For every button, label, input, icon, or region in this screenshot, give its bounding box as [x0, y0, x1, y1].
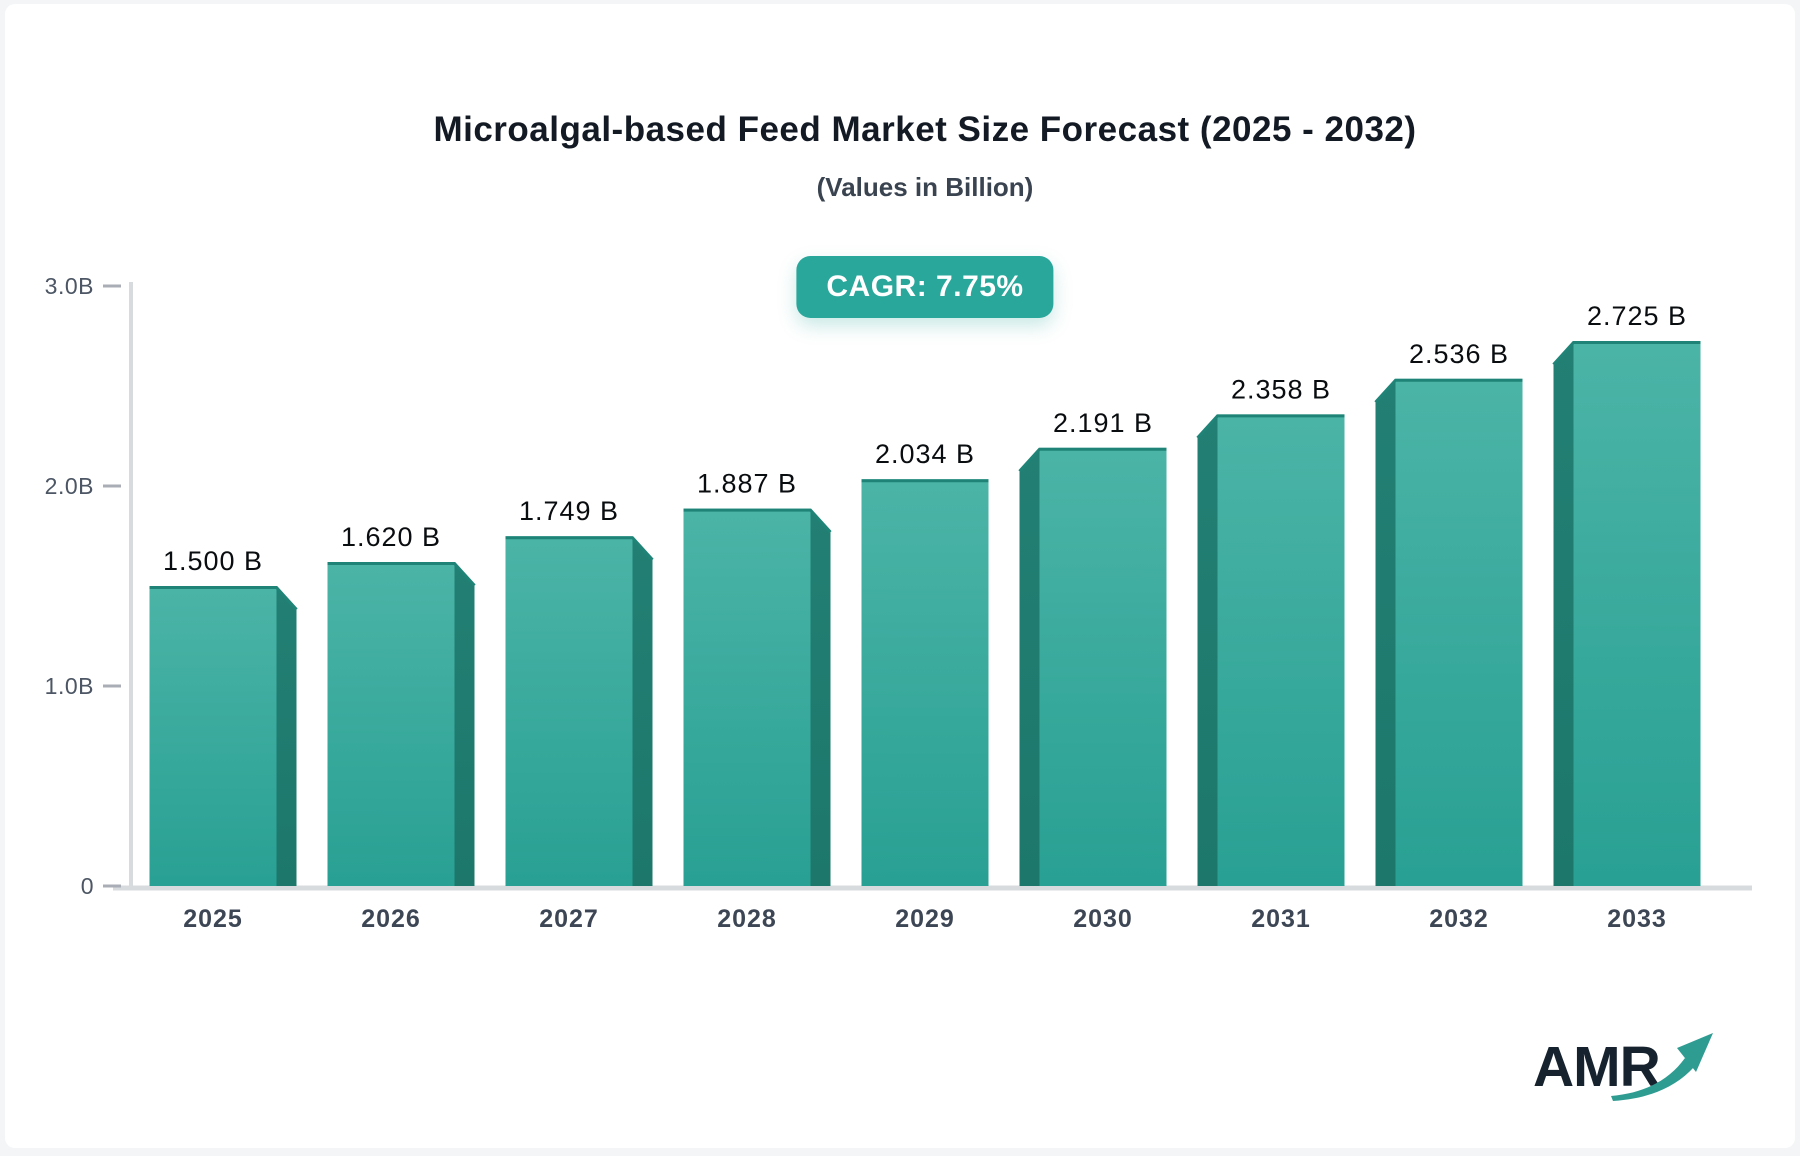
x-tick-label: 2026 — [361, 905, 421, 933]
x-tick-label: 2027 — [539, 905, 599, 933]
bar-2025: 1.500 B 2025 — [149, 546, 298, 933]
bar-2027: 1.749 B 2027 — [505, 496, 654, 933]
bar-top-edge — [1374, 378, 1523, 404]
bar-value-label: 1.620 B — [341, 522, 441, 552]
bar-front-face — [505, 536, 633, 886]
x-tick-label: 2032 — [1429, 905, 1489, 933]
bar-top-edge — [149, 586, 298, 611]
y-tick-label: 0 — [81, 873, 94, 899]
amr-logo-text: AMR — [1533, 1035, 1661, 1099]
bar-front-face — [1039, 447, 1167, 886]
bar-front-face — [1573, 341, 1701, 886]
bar-top-edge — [1018, 447, 1167, 473]
bar-front-face — [1395, 378, 1523, 886]
bar-top-edge — [505, 536, 654, 561]
growth-arrow-icon — [1611, 1033, 1713, 1101]
bar-value-label: 1.887 B — [697, 469, 797, 499]
y-tick-label: 2.0B — [45, 473, 94, 499]
bar-side-face — [1197, 414, 1218, 886]
bar-top-edge — [683, 508, 832, 534]
bar-value-label: 2.725 B — [1587, 301, 1687, 331]
amr-logo: AMR — [1533, 1028, 1718, 1108]
bar-front-face — [149, 586, 277, 886]
bar-2026: 1.620 B 2026 — [327, 522, 476, 933]
bar-2033: 2.725 B 2033 — [1552, 301, 1701, 933]
bar-value-label: 2.034 B — [875, 439, 975, 469]
bar-side-face — [1019, 447, 1040, 886]
bar-value-label: 2.191 B — [1053, 408, 1153, 438]
bar-2029: 2.034 B 2029 — [861, 439, 989, 933]
bar-side-face — [632, 536, 653, 886]
y-tick-label: 3.0B — [45, 273, 94, 299]
x-tick-label: 2033 — [1607, 905, 1667, 933]
bar-side-face — [1375, 378, 1396, 886]
cagr-badge: CAGR: 7.75% — [796, 256, 1054, 318]
bar-2031: 2.358 B 2031 — [1196, 374, 1345, 933]
bar-front-face — [861, 479, 989, 886]
x-tick-label: 2028 — [717, 905, 777, 933]
chart-title: Microalgal-based Feed Market Size Foreca… — [433, 110, 1417, 149]
y-tick-label: 1.0B — [45, 673, 94, 699]
bar-value-label: 2.358 B — [1231, 374, 1331, 404]
bar-front-face — [327, 562, 455, 886]
bar-value-label: 1.749 B — [519, 496, 619, 526]
bar-top-edge — [327, 562, 476, 587]
bar-value-label: 2.536 B — [1409, 339, 1509, 369]
bar-2030: 2.191 B 2030 — [1018, 408, 1167, 933]
bar-side-face — [454, 562, 475, 886]
x-tick-label: 2029 — [895, 905, 955, 933]
bar-side-face — [276, 586, 297, 886]
bar-value-label: 1.500 B — [163, 546, 263, 576]
x-tick-label: 2031 — [1251, 905, 1311, 933]
bar-side-face — [1553, 341, 1574, 886]
bar-top-edge — [1552, 341, 1701, 366]
bar-front-face — [1217, 414, 1345, 886]
bar-side-face — [810, 508, 831, 886]
bar-top-edge — [1196, 414, 1345, 439]
bar-2028: 1.887 B 2028 — [683, 469, 832, 933]
x-tick-label: 2025 — [183, 905, 243, 933]
bar-2032: 2.536 B 2032 — [1374, 339, 1523, 933]
bar-front-face — [683, 508, 811, 886]
x-tick-label: 2030 — [1073, 905, 1133, 933]
chart-subtitle: (Values in Billion) — [816, 172, 1034, 202]
